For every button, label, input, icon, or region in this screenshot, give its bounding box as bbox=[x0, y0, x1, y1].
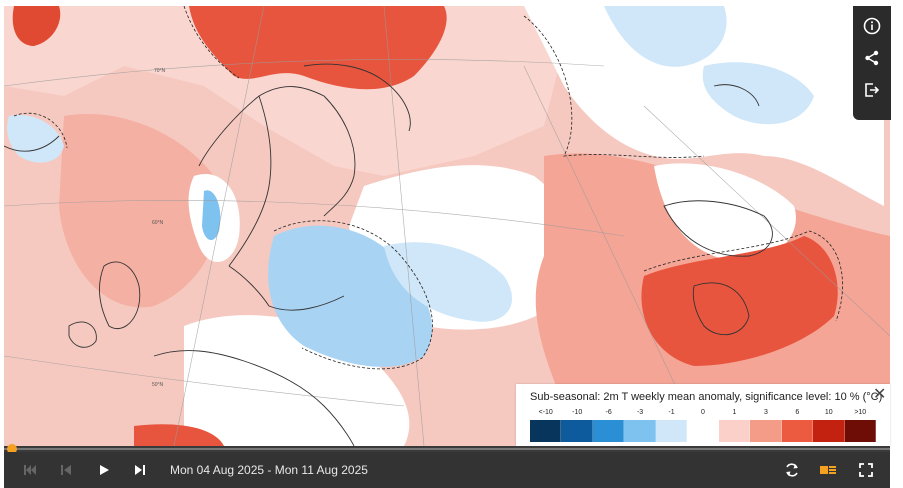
region-arctic-neutral bbox=[524, 6, 884, 206]
last-frame-button[interactable] bbox=[130, 461, 150, 479]
significance-contours bbox=[13, 6, 843, 370]
first-frame-button[interactable] bbox=[20, 461, 40, 479]
timeline-track bbox=[4, 448, 890, 450]
legend-swatch bbox=[561, 420, 593, 442]
anomaly-red-greenland bbox=[12, 6, 61, 46]
export-button[interactable] bbox=[857, 74, 887, 106]
timeline-handle[interactable] bbox=[7, 444, 17, 454]
previous-frame-button[interactable] bbox=[56, 461, 76, 479]
legend-tick-labels: <-10 -10 -6 -3 -1 0 1 3 6 10 >10 bbox=[516, 409, 890, 419]
graticule bbox=[4, 6, 890, 446]
region-kazakh-neutral bbox=[654, 163, 796, 262]
legend-tick-label: <-10 bbox=[538, 409, 553, 416]
step-back-icon bbox=[61, 465, 71, 475]
date-range-label: Mon 04 Aug 2025 - Mon 11 Aug 2025 bbox=[170, 463, 368, 477]
weather-map[interactable]: 70°N 60°N 50°N bbox=[4, 6, 890, 446]
latitude-labels: 70°N 60°N 50°N bbox=[152, 68, 166, 388]
legend-swatch bbox=[781, 420, 814, 442]
legend-tick-label: -10 bbox=[572, 409, 583, 416]
legend-swatch bbox=[813, 420, 845, 442]
timeline-slider[interactable] bbox=[4, 444, 890, 454]
refresh-button[interactable] bbox=[782, 461, 802, 479]
legend-tick-label: 0 bbox=[701, 409, 705, 416]
layers-icon bbox=[820, 466, 836, 474]
anomaly-blue-arctic bbox=[604, 6, 727, 67]
legend-tick-label: 6 bbox=[795, 409, 800, 416]
legend-swatch bbox=[844, 420, 876, 442]
refresh-icon bbox=[786, 463, 798, 477]
legend-title: Sub-seasonal: 2m T weekly mean anomaly, … bbox=[530, 391, 883, 403]
play-button[interactable] bbox=[94, 461, 114, 479]
legend-swatch bbox=[750, 420, 782, 442]
info-icon bbox=[863, 17, 881, 35]
coastlines bbox=[4, 63, 773, 446]
anomaly-blue-norway bbox=[202, 190, 221, 241]
legend-panel: Sub-seasonal: 2m T weekly mean anomaly, … bbox=[516, 384, 890, 446]
lat-label-60: 60°N bbox=[152, 220, 164, 226]
layers-button[interactable] bbox=[818, 461, 838, 479]
legend-color-bar bbox=[530, 420, 876, 442]
anomaly-blue-russia bbox=[384, 242, 513, 322]
step-forward-icon bbox=[135, 465, 145, 475]
lat-label-50: 50°N bbox=[152, 382, 164, 388]
map-canvas: 70°N 60°N 50°N bbox=[4, 6, 890, 446]
share-button[interactable] bbox=[857, 42, 887, 74]
anomaly-red-north bbox=[189, 6, 447, 90]
fullscreen-button[interactable] bbox=[856, 461, 876, 479]
anomaly-blue-siberia bbox=[702, 62, 814, 125]
anomaly-red-caspian bbox=[641, 236, 838, 366]
legend-swatch bbox=[655, 420, 688, 442]
lat-label-70: 70°N bbox=[154, 68, 166, 74]
play-icon bbox=[100, 465, 109, 475]
legend-swatch bbox=[530, 420, 562, 442]
legend-tick-label: 1 bbox=[732, 409, 737, 416]
legend-tick-label: 10 bbox=[824, 409, 833, 416]
legend-close-button[interactable]: ✕ bbox=[873, 386, 887, 403]
region-atlantic-warm bbox=[59, 114, 221, 308]
legend-swatch bbox=[687, 420, 719, 442]
fullscreen-icon bbox=[859, 463, 873, 477]
legend-tick-label: -6 bbox=[605, 409, 612, 416]
legend-tick-label: -1 bbox=[668, 409, 675, 416]
legend-swatch bbox=[718, 420, 751, 442]
export-icon bbox=[865, 83, 880, 97]
info-button[interactable] bbox=[857, 10, 887, 42]
legend-tick-label: -3 bbox=[636, 409, 644, 416]
skip-start-icon bbox=[24, 465, 36, 475]
legend-tick-label: >10 bbox=[854, 409, 867, 416]
player-controls: Mon 04 Aug 2025 - Mon 11 Aug 2025 bbox=[4, 452, 890, 488]
legend-swatch bbox=[592, 420, 625, 442]
share-icon bbox=[865, 50, 879, 66]
legend-swatch bbox=[624, 420, 656, 442]
legend-tick-label: 3 bbox=[763, 409, 768, 416]
anomaly-red-iberia bbox=[134, 424, 224, 446]
map-toolbar bbox=[853, 6, 891, 120]
